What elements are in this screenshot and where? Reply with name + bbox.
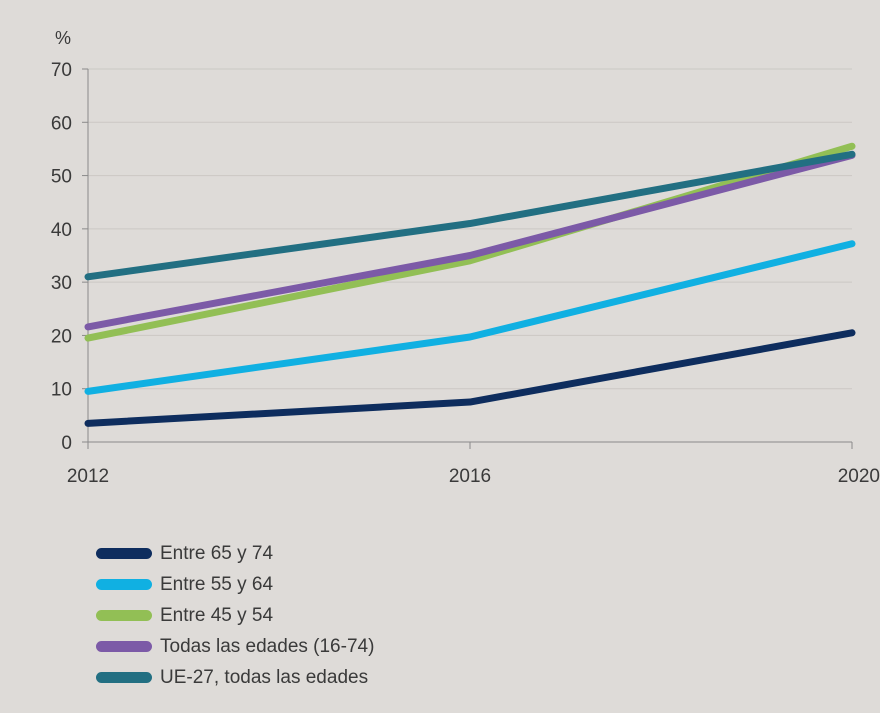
x-tick-label: 2020 [838,466,880,487]
legend-item: Entre 65 y 74 [96,538,374,569]
legend-swatch [96,672,152,683]
y-tick-label: 30 [51,273,72,294]
legend-swatch [96,548,152,559]
y-tick-label: 40 [51,220,72,241]
legend-item: Todas las edades (16-74) [96,631,374,662]
series-line-entre-65-y-74 [84,329,856,427]
legend-item: UE-27, todas las edades [96,662,374,693]
series-lines [84,142,856,427]
series-line-todas-las-edades-16-74 [84,151,856,331]
x-tick-label: 2016 [449,466,491,487]
legend-label: Entre 55 y 64 [160,573,274,595]
y-axis-unit-label: % [55,28,71,48]
y-tick-label: 0 [61,433,72,454]
series-line-entre-45-y-54 [84,142,856,342]
x-tick-label: 2012 [67,466,109,487]
y-tick-label: 50 [51,167,72,188]
legend-swatch [96,641,152,652]
series-line-entre-55-y-64 [84,240,856,395]
legend-label: Todas las edades (16-74) [160,635,375,657]
legend-swatch [96,610,152,621]
legend-label: Entre 45 y 54 [160,604,274,626]
y-tick-label: 20 [51,326,72,347]
legend-label: Entre 65 y 74 [160,542,274,564]
legend: Entre 65 y 74 Entre 55 y 64 Entre 45 y 54 T… [96,538,374,693]
y-tick-label: 60 [51,113,72,134]
legend-item: Entre 45 y 54 [96,600,374,631]
y-tick-label: 70 [51,60,72,81]
y-tick-label: 10 [51,380,72,401]
gridlines [88,68,852,390]
line-chart: % 0 10 20 30 40 50 60 70 2012 2016 2020 [51,28,880,487]
series-line-ue-27-todas-las-edades [84,150,856,281]
legend-item: Entre 55 y 64 [96,569,374,600]
legend-label: UE-27, todas las edades [160,666,369,688]
axes: 0 10 20 30 40 50 60 70 2012 2016 2020 [51,60,880,487]
legend-swatch [96,579,152,590]
